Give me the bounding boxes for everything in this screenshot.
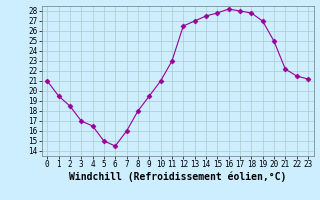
X-axis label: Windchill (Refroidissement éolien,°C): Windchill (Refroidissement éolien,°C) (69, 172, 286, 182)
